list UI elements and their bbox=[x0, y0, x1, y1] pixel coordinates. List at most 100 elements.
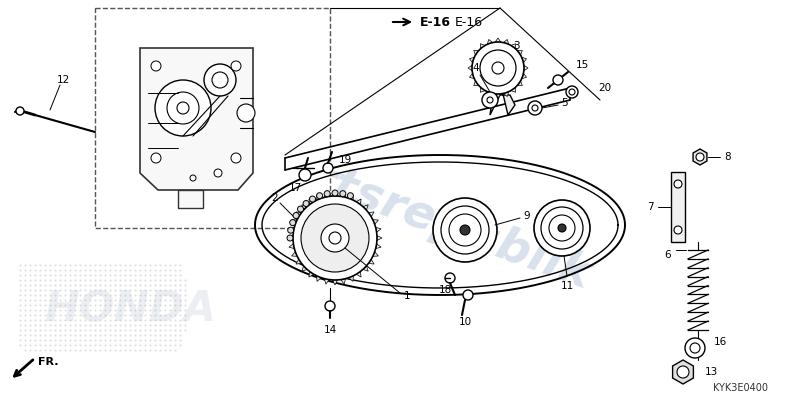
Circle shape bbox=[293, 196, 377, 280]
Circle shape bbox=[332, 190, 338, 196]
Polygon shape bbox=[341, 192, 346, 197]
Polygon shape bbox=[333, 280, 338, 285]
Text: 6: 6 bbox=[665, 250, 671, 260]
Text: 15: 15 bbox=[575, 60, 589, 70]
Text: 1: 1 bbox=[404, 291, 410, 301]
Circle shape bbox=[558, 224, 566, 232]
Polygon shape bbox=[324, 279, 330, 284]
Circle shape bbox=[696, 153, 704, 161]
Circle shape bbox=[449, 214, 481, 246]
Polygon shape bbox=[377, 236, 382, 240]
Circle shape bbox=[324, 191, 330, 197]
Circle shape bbox=[487, 97, 493, 103]
Circle shape bbox=[204, 64, 236, 96]
Circle shape bbox=[214, 169, 222, 177]
Polygon shape bbox=[363, 205, 368, 210]
Circle shape bbox=[463, 290, 473, 300]
Polygon shape bbox=[468, 65, 472, 71]
Circle shape bbox=[569, 89, 575, 95]
Circle shape bbox=[303, 200, 309, 206]
Circle shape bbox=[287, 235, 293, 241]
Polygon shape bbox=[309, 199, 314, 204]
Polygon shape bbox=[291, 252, 298, 256]
Polygon shape bbox=[480, 87, 485, 92]
Circle shape bbox=[167, 92, 199, 124]
Bar bbox=[671, 172, 685, 242]
Polygon shape bbox=[178, 190, 203, 208]
Polygon shape bbox=[333, 191, 338, 196]
Polygon shape bbox=[302, 205, 307, 210]
Text: 13: 13 bbox=[704, 367, 718, 377]
Text: 4: 4 bbox=[473, 63, 479, 73]
Text: E-16: E-16 bbox=[455, 16, 483, 28]
Polygon shape bbox=[349, 194, 354, 200]
Polygon shape bbox=[317, 194, 322, 200]
Circle shape bbox=[155, 80, 211, 136]
Text: 7: 7 bbox=[646, 202, 654, 212]
Text: 2: 2 bbox=[272, 193, 278, 203]
Circle shape bbox=[237, 104, 255, 122]
Polygon shape bbox=[291, 220, 298, 224]
Circle shape bbox=[677, 366, 689, 378]
Circle shape bbox=[299, 169, 311, 181]
Circle shape bbox=[301, 204, 369, 272]
Circle shape bbox=[553, 75, 563, 85]
Polygon shape bbox=[363, 266, 368, 271]
Polygon shape bbox=[474, 81, 478, 86]
Text: 14: 14 bbox=[323, 325, 337, 335]
Circle shape bbox=[231, 153, 241, 163]
Circle shape bbox=[674, 226, 682, 234]
Polygon shape bbox=[503, 40, 509, 44]
Polygon shape bbox=[470, 57, 474, 63]
Text: 18: 18 bbox=[438, 285, 452, 295]
Polygon shape bbox=[376, 244, 381, 249]
Circle shape bbox=[541, 207, 583, 249]
Circle shape bbox=[492, 62, 504, 74]
Circle shape bbox=[290, 220, 296, 226]
Circle shape bbox=[329, 232, 341, 244]
Circle shape bbox=[472, 42, 524, 94]
Circle shape bbox=[151, 61, 161, 71]
Polygon shape bbox=[296, 259, 302, 264]
Circle shape bbox=[298, 206, 303, 212]
Polygon shape bbox=[140, 48, 253, 190]
Text: FR.: FR. bbox=[38, 357, 58, 367]
Polygon shape bbox=[480, 44, 485, 49]
Text: 17: 17 bbox=[288, 183, 302, 193]
Circle shape bbox=[690, 343, 700, 353]
Polygon shape bbox=[309, 272, 314, 277]
Polygon shape bbox=[495, 94, 501, 98]
Circle shape bbox=[549, 215, 575, 241]
Circle shape bbox=[445, 273, 455, 283]
Circle shape bbox=[212, 72, 228, 88]
Circle shape bbox=[321, 224, 349, 252]
Text: E-16: E-16 bbox=[420, 16, 451, 28]
Polygon shape bbox=[511, 87, 516, 92]
Polygon shape bbox=[518, 50, 522, 55]
Circle shape bbox=[528, 101, 542, 115]
Polygon shape bbox=[490, 94, 515, 115]
Text: 3: 3 bbox=[513, 41, 519, 51]
Circle shape bbox=[323, 163, 333, 173]
Circle shape bbox=[480, 50, 516, 86]
Bar bbox=[95, 8, 330, 228]
Text: 16: 16 bbox=[714, 337, 726, 347]
Polygon shape bbox=[373, 220, 378, 224]
Polygon shape bbox=[524, 65, 528, 71]
Circle shape bbox=[190, 175, 196, 181]
Polygon shape bbox=[288, 236, 293, 240]
Circle shape bbox=[534, 200, 590, 256]
Polygon shape bbox=[356, 272, 361, 277]
Circle shape bbox=[532, 105, 538, 111]
Polygon shape bbox=[503, 92, 509, 96]
Circle shape bbox=[433, 198, 497, 262]
Polygon shape bbox=[296, 212, 302, 217]
Polygon shape bbox=[289, 227, 294, 232]
Circle shape bbox=[231, 61, 241, 71]
Polygon shape bbox=[373, 252, 378, 256]
Polygon shape bbox=[349, 276, 354, 282]
Text: 5: 5 bbox=[562, 98, 568, 108]
Text: partsrepublik: partsrepublik bbox=[243, 132, 597, 298]
Circle shape bbox=[340, 191, 346, 197]
Circle shape bbox=[317, 193, 322, 199]
